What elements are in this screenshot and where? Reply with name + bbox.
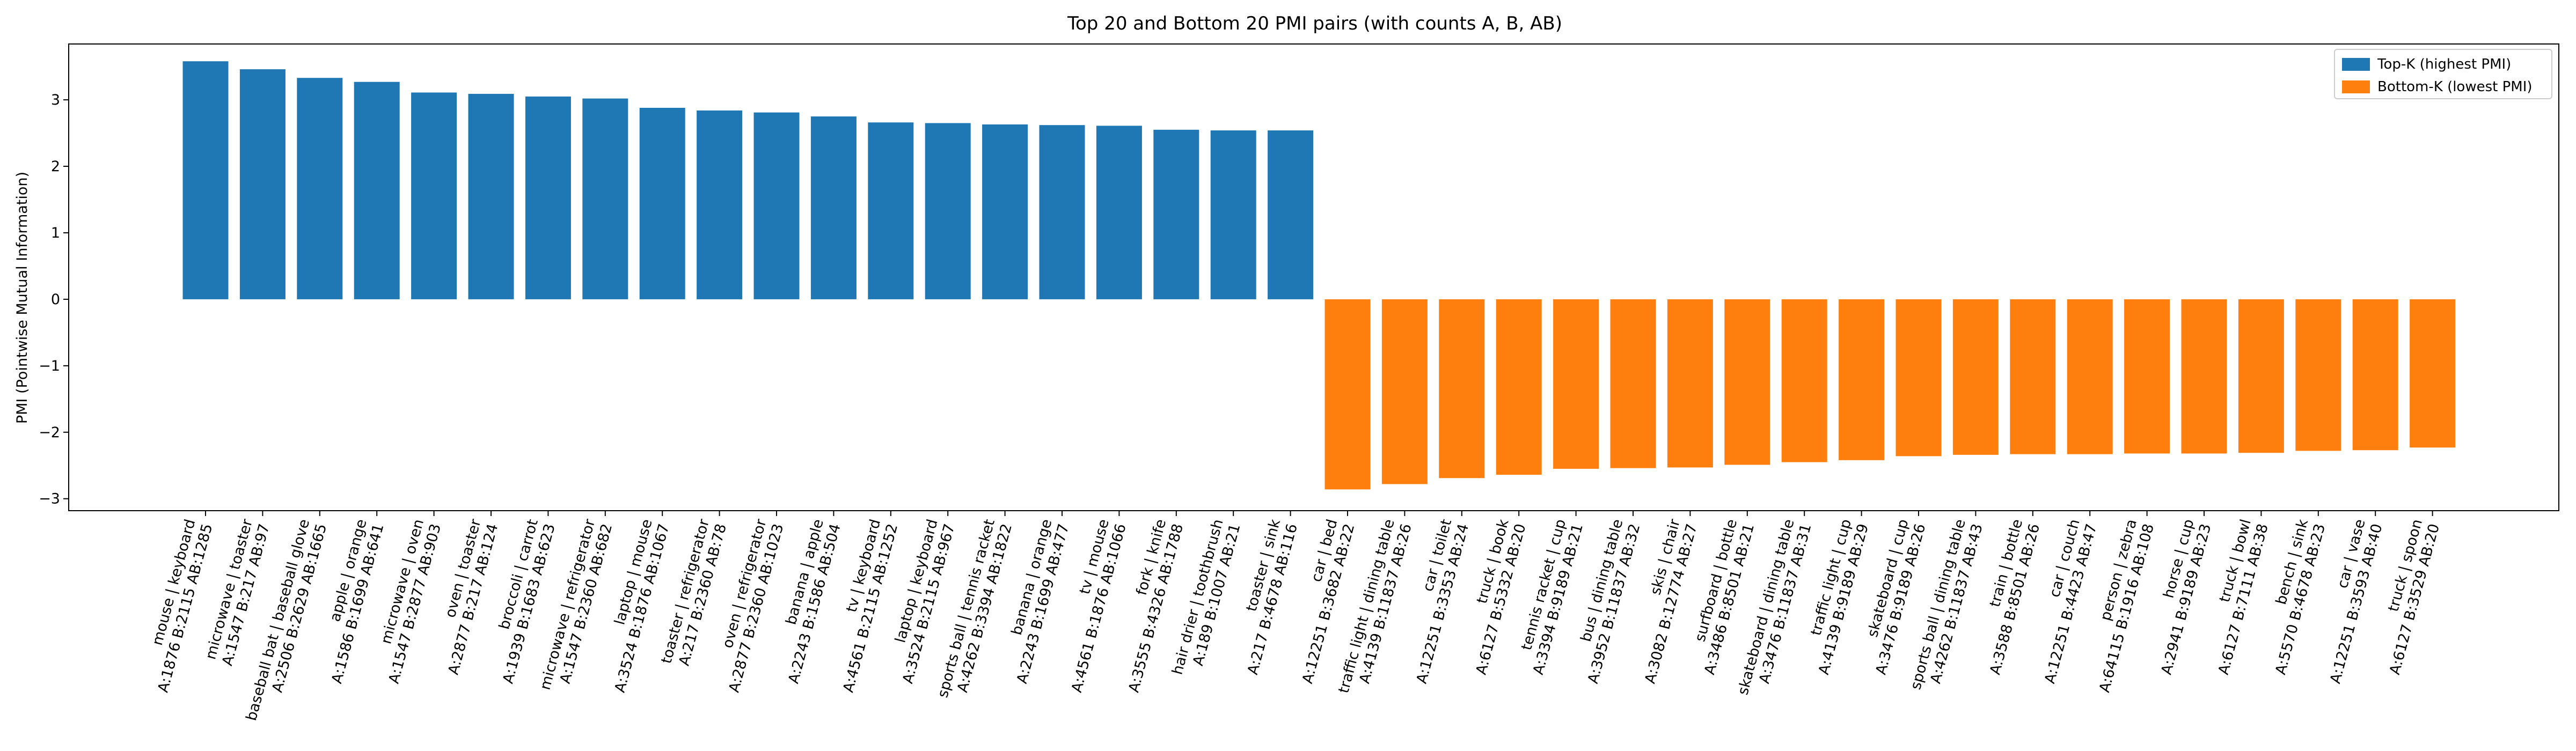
y-axis-label: PMI (Pointwise Mutual Information) [14,172,31,424]
bar [182,61,229,299]
y-tick-label: −2 [39,424,60,441]
y-tick-label: 3 [51,92,60,108]
legend-swatch [2342,80,2370,93]
y-axis: −3 −2 −1 0 1 2 3 [39,92,69,507]
bar [582,98,628,299]
y-tick-label: 0 [51,291,60,308]
legend-swatch [2342,58,2370,71]
bar [468,93,514,299]
bar [297,78,343,299]
bar [1096,126,1142,299]
x-axis: mouse | keyboardA:1876 B:2115 AB:1285mic… [138,511,2443,723]
bar [1381,299,1428,484]
bar [1553,299,1599,469]
bar [411,92,457,299]
bar [1781,299,1827,462]
bar [639,107,685,299]
bar [868,122,914,299]
bar [2410,299,2456,448]
bar [1724,299,1770,465]
bar [239,69,286,299]
bar [1268,130,1314,299]
plot-frame [68,43,2559,511]
legend-box [2334,49,2552,99]
legend-label: Bottom-K (lowest PMI) [2377,79,2533,95]
bar [1496,299,1542,475]
bar [525,96,571,299]
bar [1952,299,1999,455]
bar [2295,299,2341,451]
bars-group [182,61,2456,490]
y-tick-label: 2 [51,158,60,175]
bar [2124,299,2170,454]
bar [1610,299,1656,468]
bar [1667,299,1713,468]
bar [1153,129,1199,299]
bar [982,124,1028,299]
bar [2352,299,2398,451]
bar [697,110,743,299]
bar [1039,125,1085,299]
y-tick-label: −1 [39,358,60,374]
bar [354,82,400,299]
y-tick-label: 1 [51,225,60,241]
bar [2067,299,2113,454]
chart-title: Top 20 and Bottom 20 PMI pairs (with cou… [1067,13,1562,34]
bar [1439,299,1485,478]
bar [2181,299,2227,454]
bar [1839,299,1885,460]
y-tick-label: −3 [39,491,60,507]
legend: Top-K (highest PMI) Bottom-K (lowest PMI) [2334,49,2552,99]
bar [810,116,857,299]
bar [925,123,971,299]
bar [753,112,800,299]
bar [2238,299,2284,453]
bar [2010,299,2056,454]
bar [1210,130,1256,299]
bar [1324,299,1371,490]
x-tick-label: mouse | keyboardA:1876 B:2115 AB:1285 [138,518,216,695]
legend-label: Top-K (highest PMI) [2377,56,2511,72]
bar [1896,299,1942,457]
